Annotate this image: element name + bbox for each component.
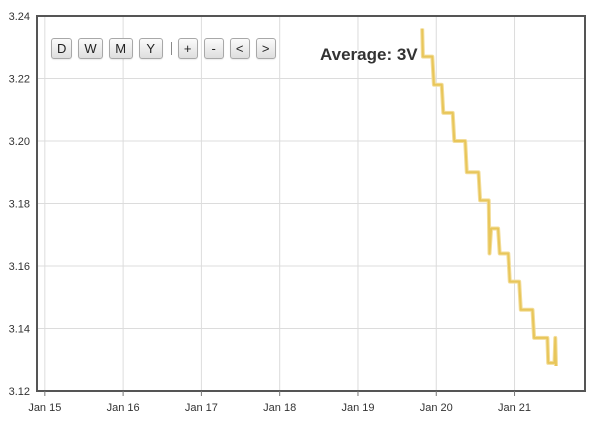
series-line	[421, 28, 557, 367]
y-tick-label: 3.22	[9, 74, 30, 86]
y-tick-label: 3.20	[9, 136, 30, 148]
series-line-halo	[420, 28, 558, 367]
x-tick-label: Jan 21	[498, 402, 531, 414]
toolbar-separator	[170, 41, 172, 55]
x-tick-label: Jan 18	[263, 402, 296, 414]
x-tick-label: Jan 16	[107, 402, 140, 414]
week-range-button[interactable]: W	[78, 37, 103, 59]
zoom-out-button[interactable]: -	[203, 37, 224, 59]
x-axis-ticks: Jan 15 Jan 16 Jan 17 Jan 18 Jan 19 Jan 20 Jan …	[28, 391, 531, 414]
y-tick-label: 3.24	[9, 11, 30, 23]
plot-border	[36, 15, 586, 392]
y-tick-label: 3.18	[9, 199, 30, 211]
day-range-button[interactable]: D	[51, 37, 73, 59]
x-tick-label: Jan 15	[28, 402, 61, 414]
previous-button[interactable]: <	[229, 37, 250, 59]
y-tick-label: 3.16	[9, 261, 30, 273]
y-tick-label: 3.12	[9, 386, 30, 398]
x-tick-label: Jan 19	[341, 402, 374, 414]
zoom-in-button[interactable]: +	[177, 37, 198, 59]
year-range-button[interactable]: Y	[138, 37, 163, 59]
x-tick-label: Jan 20	[420, 402, 453, 414]
series-layer	[420, 28, 558, 367]
grid-lines	[37, 15, 585, 392]
y-tick-label: 3.14	[9, 324, 30, 336]
month-range-button[interactable]: M	[108, 37, 133, 59]
y-axis-ticks: 3.24 3.22 3.20 3.18 3.16 3.14 3.12	[9, 11, 30, 398]
next-button[interactable]: >	[255, 37, 276, 59]
range-toolbar: D W M Y + - < >	[51, 37, 282, 59]
average-label: Average: 3V	[320, 45, 418, 64]
x-tick-label: Jan 17	[185, 402, 218, 414]
